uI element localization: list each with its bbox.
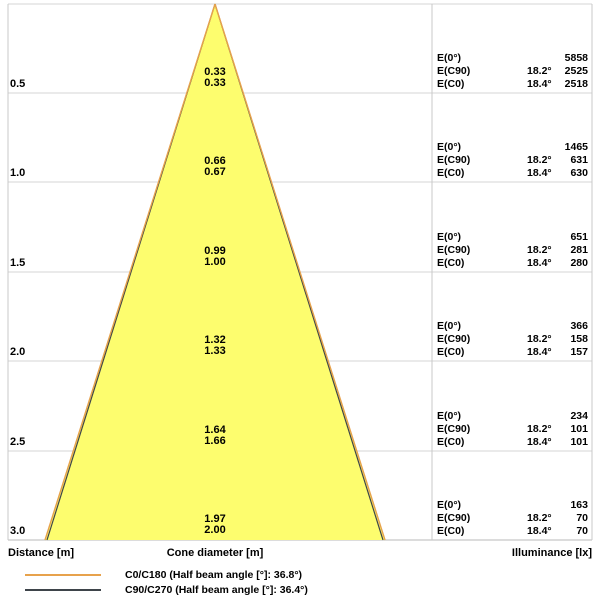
e-label: E(0°) — [437, 410, 462, 422]
e-angle: 18.4° — [527, 78, 552, 90]
illuminance-row-3_0: E(0°) 163 E(C90) 18.2° 70 E(C0) 18.4° 70 — [437, 499, 588, 538]
e-label: E(C0) — [437, 257, 465, 269]
illuminance-row-1_5: E(0°) 651 E(C90) 18.2° 281 E(C0) 18.4° 280 — [437, 231, 588, 270]
e-angle — [527, 320, 561, 333]
e-label: E(0°) — [437, 52, 462, 64]
e-angle — [527, 410, 561, 423]
e-label: E(C0) — [437, 167, 465, 179]
e-angle — [527, 141, 561, 154]
illuminance-row-1_0: E(0°) 1465 E(C90) 18.2° 631 E(C0) 18.4° 630 — [437, 141, 588, 180]
cone-diameter-c90: 0.66 — [204, 155, 226, 167]
cone-diameter-values-3_0: 1.97 2.00 — [160, 514, 270, 536]
e-label: E(C90) — [437, 423, 471, 435]
legend-row-c0-c180: C0/C180 (Half beam angle [°]: 36.8°) — [25, 568, 303, 581]
e-value: 158 — [570, 333, 588, 345]
distance-tick-3_0: 3.0 — [10, 525, 26, 537]
cone-diameter-values-2_5: 1.64 1.66 — [160, 425, 270, 447]
e-angle: 18.4° — [527, 346, 552, 358]
legend-line-c0-icon — [25, 574, 101, 576]
e-value: 2518 — [564, 78, 588, 90]
cone-diameter-c90: 0.33 — [204, 66, 226, 78]
e-angle: 18.2° — [527, 512, 552, 524]
e-label: E(C90) — [437, 333, 471, 345]
cone-diameter-values-0_5: 0.33 0.33 — [160, 67, 270, 89]
distance-tick-2_0: 2.0 — [10, 346, 26, 358]
e-angle — [527, 52, 561, 65]
e-angle: 18.2° — [527, 244, 552, 256]
cone-diameter-values-1_5: 0.99 1.00 — [160, 246, 270, 268]
e-value: 70 — [576, 512, 588, 524]
e-value: 157 — [570, 346, 588, 358]
cone-diameter-values-1_0: 0.66 0.67 — [160, 156, 270, 178]
cone-diameter-c90: 1.97 — [204, 513, 226, 525]
e-label: E(0°) — [437, 499, 462, 511]
legend-line-c90-icon — [25, 589, 101, 591]
cone-edge-c0-right — [214, 3, 386, 541]
cone-diameter-c0: 1.66 — [204, 435, 226, 447]
e-value: 281 — [570, 244, 588, 256]
legend-label-c90-c270: C90/C270 (Half beam angle [°]: 36.4°) — [125, 583, 308, 596]
illuminance-row-2_0: E(0°) 366 E(C90) 18.2° 158 E(C0) 18.4° 157 — [437, 320, 588, 359]
e-label: E(C0) — [437, 436, 465, 448]
e-value: 101 — [570, 436, 588, 448]
e-label: E(C90) — [437, 154, 471, 166]
e-value: 366 — [570, 320, 588, 332]
distance-tick-2_5: 2.5 — [10, 436, 26, 448]
cone-diameter-c0: 0.67 — [204, 166, 226, 178]
cone-fill — [45, 4, 385, 540]
e-angle — [527, 231, 561, 244]
e-angle: 18.2° — [527, 423, 552, 435]
axis-label-cone-diameter: Cone diameter [m] — [166, 547, 264, 559]
e-angle — [527, 499, 561, 512]
axis-label-distance: Distance [m] — [8, 547, 75, 559]
cone-edge-c0-left — [44, 3, 216, 541]
e-label: E(C0) — [437, 78, 465, 90]
e-value: 5858 — [564, 52, 588, 64]
cone-diameter-c0: 1.33 — [204, 345, 226, 357]
legend-row-c90-c270: C90/C270 (Half beam angle [°]: 36.4°) — [25, 583, 308, 596]
e-angle: 18.4° — [527, 257, 552, 269]
e-label: E(0°) — [437, 141, 462, 153]
illuminance-row-2_5: E(0°) 234 E(C90) 18.2° 101 E(C0) 18.4° 101 — [437, 410, 588, 449]
e-angle: 18.2° — [527, 333, 552, 345]
e-label: E(C90) — [437, 244, 471, 256]
e-value: 651 — [570, 231, 588, 243]
cone-diameter-c90: 0.99 — [204, 245, 226, 257]
e-label: E(0°) — [437, 320, 462, 332]
e-value: 630 — [570, 167, 588, 179]
cone-diameter-c90: 1.64 — [204, 424, 226, 436]
distance-tick-1_0: 1.0 — [10, 167, 26, 179]
e-angle: 18.4° — [527, 167, 552, 179]
e-value: 70 — [576, 525, 588, 537]
legend-label-c0-c180: C0/C180 (Half beam angle [°]: 36.8°) — [125, 568, 303, 581]
e-value: 280 — [570, 257, 588, 269]
illuminance-row-0_5: E(0°) 5858 E(C90) 18.2° 2525 E(C0) 18.4° 2518 — [437, 52, 588, 91]
distance-tick-1_5: 1.5 — [10, 257, 26, 269]
cone-diameter-c0: 2.00 — [204, 524, 226, 536]
e-label: E(C90) — [437, 512, 471, 524]
e-label: E(C90) — [437, 65, 471, 77]
e-value: 163 — [570, 499, 588, 511]
cone-diameter-c90: 1.32 — [204, 334, 226, 346]
e-value: 2525 — [564, 65, 588, 77]
e-angle: 18.2° — [527, 65, 552, 77]
e-value: 1465 — [564, 141, 588, 153]
e-angle: 18.4° — [527, 436, 552, 448]
e-value: 101 — [570, 423, 588, 435]
e-value: 234 — [570, 410, 588, 422]
e-label: E(0°) — [437, 231, 462, 243]
cone-diameter-values-2_0: 1.32 1.33 — [160, 335, 270, 357]
e-angle: 18.2° — [527, 154, 552, 166]
e-label: E(C0) — [437, 346, 465, 358]
e-label: E(C0) — [437, 525, 465, 537]
cone-diameter-c0: 1.00 — [204, 256, 226, 268]
axis-label-illuminance: Illuminance [lx] — [511, 547, 592, 559]
e-angle: 18.4° — [527, 525, 552, 537]
e-value: 631 — [570, 154, 588, 166]
distance-tick-0_5: 0.5 — [10, 78, 26, 90]
cone-diameter-c0: 0.33 — [204, 77, 226, 89]
